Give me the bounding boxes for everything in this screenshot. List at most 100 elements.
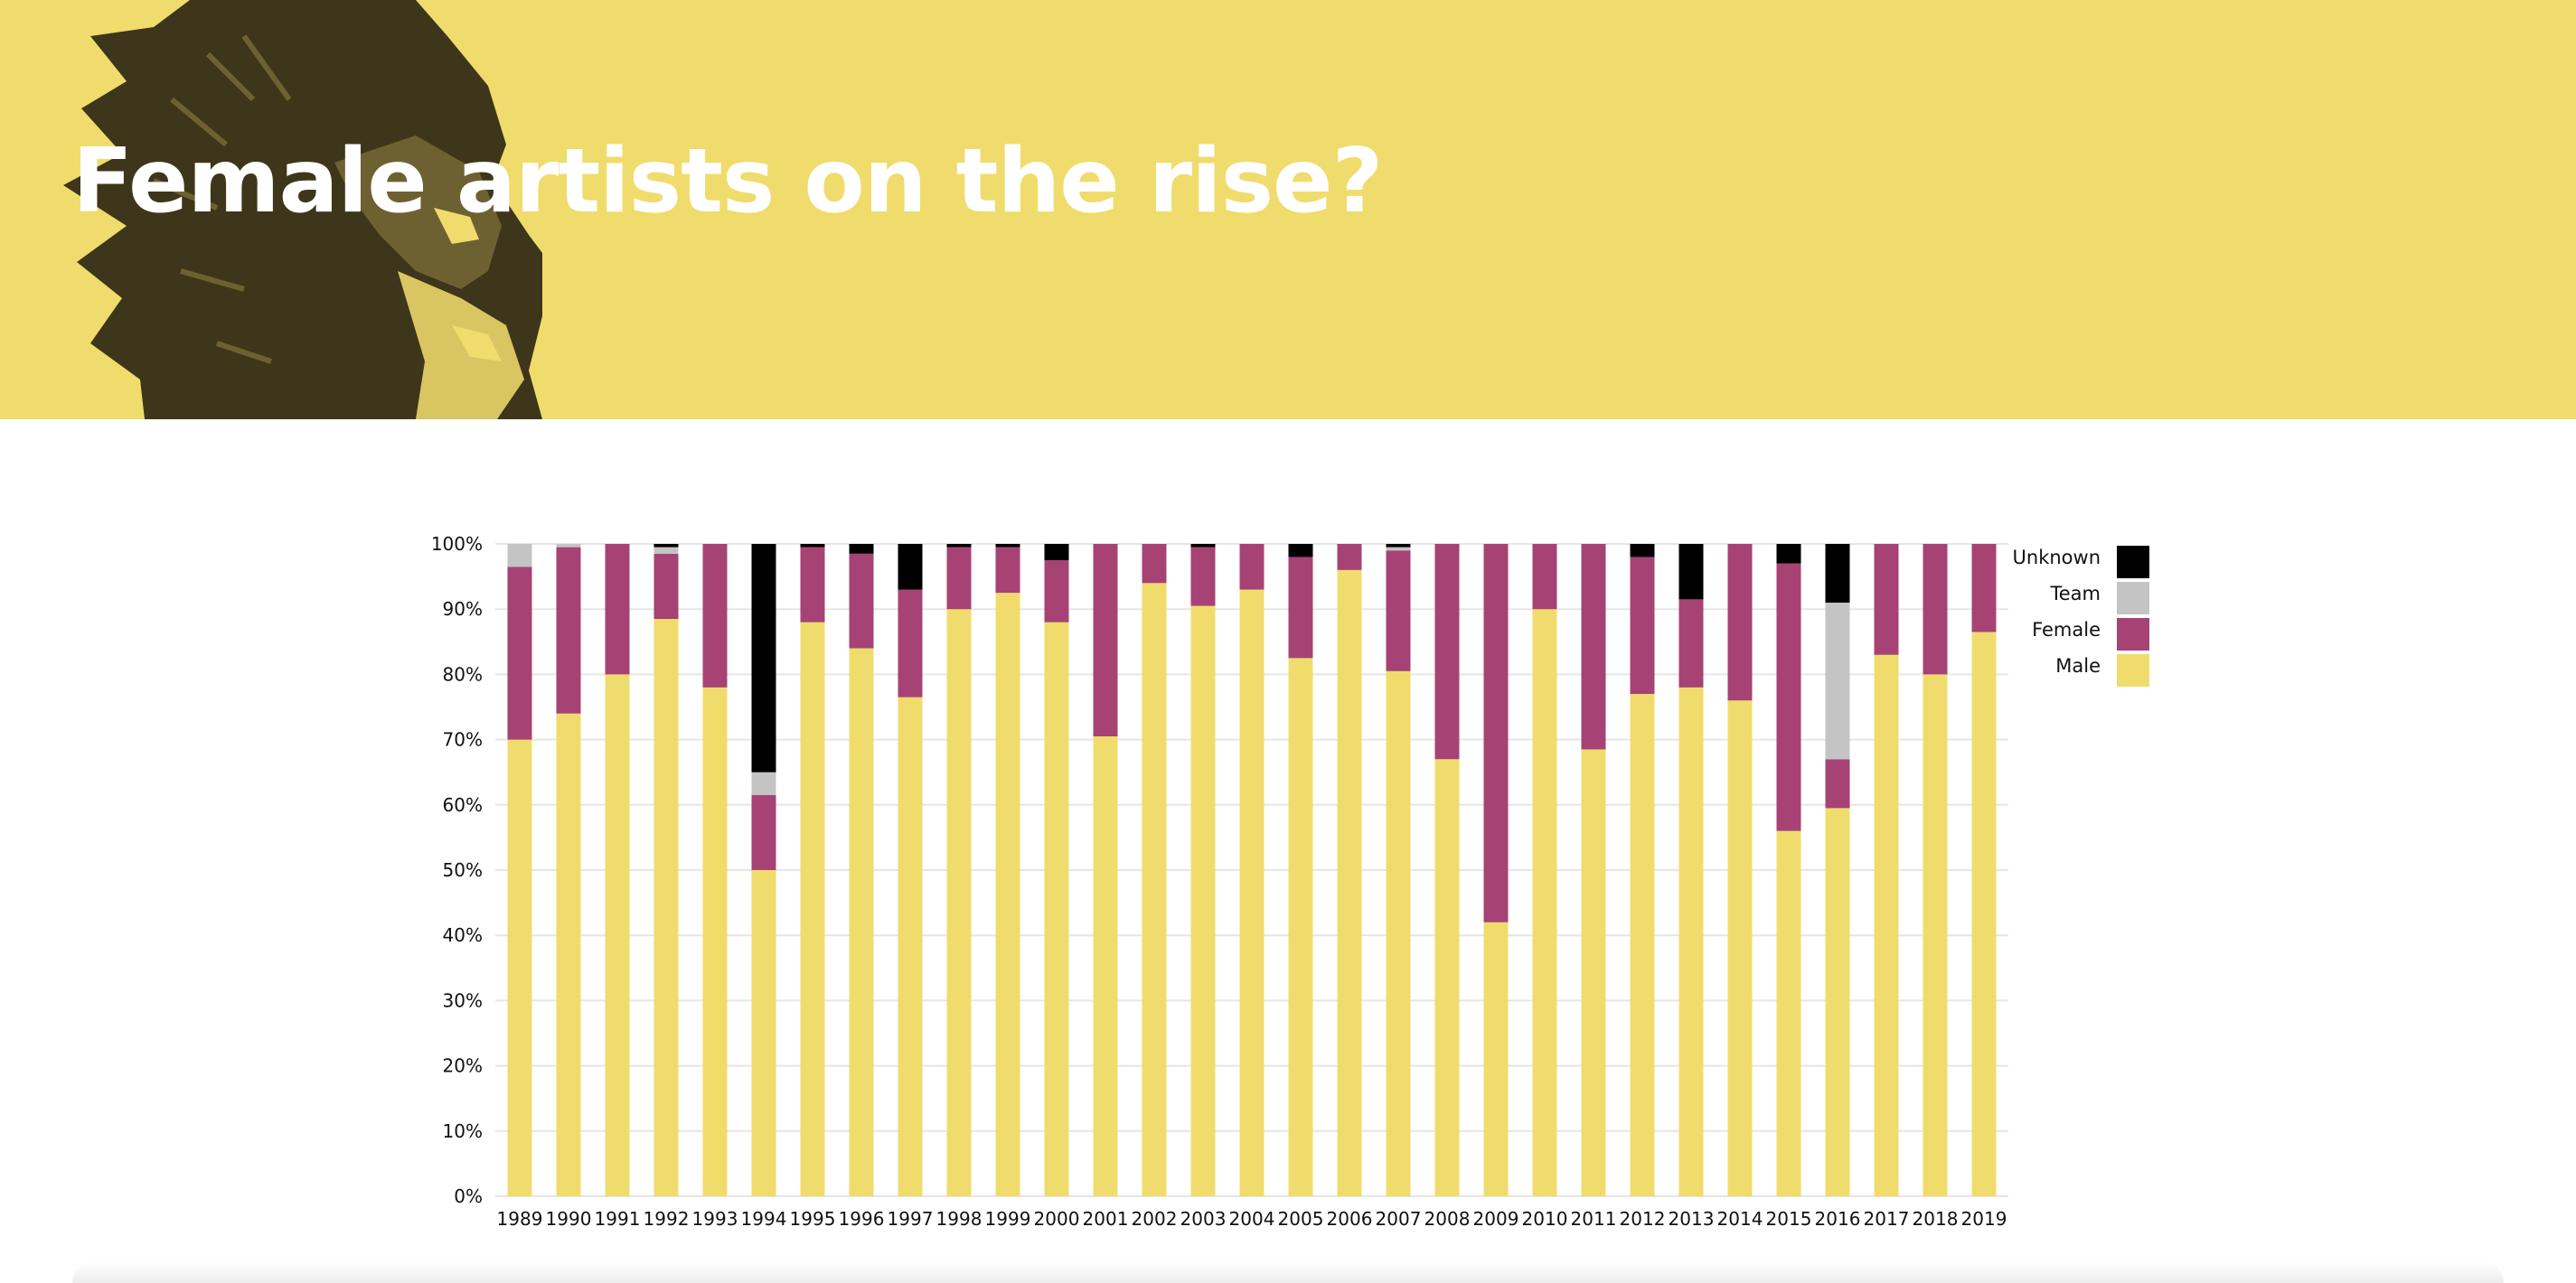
bar-female-1992 <box>653 553 679 620</box>
bar-female-2003 <box>1190 547 1216 606</box>
x-tick-label: 1989 <box>497 1208 543 1230</box>
bar-male-1998 <box>946 609 972 1196</box>
x-tick-label: 2016 <box>1815 1208 1861 1230</box>
y-tick-label: 10% <box>443 1120 483 1142</box>
x-tick-label: 2017 <box>1864 1208 1910 1230</box>
bar-male-2002 <box>1142 583 1167 1196</box>
bar-unknown-1997 <box>898 544 923 590</box>
x-tick-label: 2015 <box>1766 1208 1812 1230</box>
legend-swatch-male <box>2117 654 2149 687</box>
bar-team-1990 <box>556 544 581 548</box>
x-tick-label: 1990 <box>546 1208 592 1230</box>
x-tick-label: 1992 <box>644 1208 690 1230</box>
x-tick-label: 2004 <box>1229 1208 1275 1230</box>
x-tick-label: 2005 <box>1278 1208 1324 1230</box>
bar-male-2004 <box>1239 589 1264 1196</box>
bar-female-2011 <box>1581 544 1606 750</box>
bar-male-2015 <box>1776 830 1801 1196</box>
bar-female-1993 <box>702 544 728 688</box>
bar-female-1991 <box>605 544 630 675</box>
bar-male-2005 <box>1288 658 1313 1196</box>
bar-unknown-2000 <box>1044 544 1069 561</box>
bar-male-1994 <box>751 870 776 1196</box>
x-tick-label: 2011 <box>1571 1208 1617 1230</box>
legend-label-female: Female <box>2032 619 2101 641</box>
bar-unknown-1994 <box>751 544 776 773</box>
x-tick-label: 2002 <box>1132 1208 1178 1230</box>
bar-female-2016 <box>1825 759 1850 809</box>
legend-label-unknown: Unknown <box>2013 547 2101 568</box>
x-tick-label: 2019 <box>1961 1208 2007 1230</box>
bar-male-2013 <box>1678 687 1704 1196</box>
bar-female-2015 <box>1776 563 1801 831</box>
legend-label-team: Team <box>2049 583 2101 604</box>
bar-male-1989 <box>507 739 532 1196</box>
x-tick-label: 2000 <box>1034 1208 1080 1230</box>
bar-team-1989 <box>507 544 532 567</box>
bar-team-1992 <box>653 547 679 554</box>
bar-female-1989 <box>507 567 532 740</box>
bar-female-1996 <box>849 553 874 649</box>
bar-unknown-2012 <box>1630 544 1655 557</box>
x-tick-label: 2010 <box>1522 1208 1568 1230</box>
bar-male-2011 <box>1581 749 1606 1196</box>
y-tick-label: 100% <box>431 533 483 555</box>
bar-male-2018 <box>1923 674 1948 1196</box>
footer-shadow <box>72 1261 2504 1283</box>
bar-unknown-2016 <box>1825 544 1850 603</box>
bar-male-1991 <box>605 674 630 1196</box>
x-tick-label: 2003 <box>1180 1208 1227 1230</box>
y-tick-label: 90% <box>443 598 483 620</box>
bar-female-2000 <box>1044 560 1069 623</box>
y-tick-label: 70% <box>443 729 483 751</box>
bar-female-2017 <box>1874 544 1899 655</box>
bar-unknown-1999 <box>995 544 1020 548</box>
chart-container: 0% 10% 20% 30% 40% 50% 60% 70% 80% 90% 100% 1989 199… <box>398 524 2205 1247</box>
x-tick-label: 1999 <box>985 1208 1031 1230</box>
legend-label-male: Male <box>2055 655 2101 677</box>
page-title: Female artists on the rise? <box>72 130 1383 233</box>
bar-male-2010 <box>1532 609 1557 1196</box>
bar-female-2001 <box>1093 544 1118 736</box>
x-tick-label: 2008 <box>1424 1208 1471 1230</box>
x-tick-label: 1995 <box>790 1208 836 1230</box>
bar-male-2006 <box>1337 569 1362 1196</box>
bar-female-2012 <box>1630 557 1655 695</box>
gorilla-illustration <box>63 0 542 419</box>
x-tick-label: 2018 <box>1913 1208 1959 1230</box>
bar-male-2003 <box>1190 605 1216 1196</box>
bar-male-2019 <box>1971 632 1997 1196</box>
bar-male-2009 <box>1483 922 1509 1196</box>
bar-female-2007 <box>1386 550 1411 671</box>
bar-unknown-2003 <box>1190 544 1216 548</box>
x-tick-label: 1994 <box>741 1208 787 1230</box>
x-tick-label: 1997 <box>888 1208 934 1230</box>
x-tick-label: 1998 <box>936 1208 982 1230</box>
y-tick-label: 20% <box>443 1055 483 1077</box>
bar-female-1999 <box>995 547 1020 594</box>
x-tick-label: 2009 <box>1473 1208 1519 1230</box>
bar-female-2006 <box>1337 544 1362 570</box>
bar-male-1990 <box>556 713 581 1196</box>
bar-female-1990 <box>556 547 581 714</box>
x-tick-label: 1991 <box>595 1208 641 1230</box>
y-tick-label: 30% <box>443 989 483 1011</box>
x-tick-label: 1996 <box>839 1208 885 1230</box>
bar-unknown-1992 <box>653 544 679 548</box>
x-tick-label: 2014 <box>1717 1208 1763 1230</box>
header-banner: Female artists on the rise? <box>0 0 2576 419</box>
bar-female-2014 <box>1727 544 1753 701</box>
x-tick-label: 2012 <box>1620 1208 1666 1230</box>
bar-female-2004 <box>1239 544 1264 590</box>
x-tick-label: 2013 <box>1669 1208 1715 1230</box>
bar-male-2008 <box>1434 759 1460 1196</box>
y-tick-label: 50% <box>443 859 483 881</box>
bar-male-1993 <box>702 687 728 1196</box>
bar-female-1997 <box>898 589 923 698</box>
legend-swatch-female <box>2117 618 2149 651</box>
bar-male-2007 <box>1386 670 1411 1196</box>
bar-male-2000 <box>1044 622 1069 1196</box>
stacked-bar-chart: 0%10%20%30%40%50%60%70%80%90%100%1989 199… <box>431 533 2149 1230</box>
bar-team-1994 <box>751 772 776 795</box>
bar-male-1992 <box>653 619 679 1196</box>
